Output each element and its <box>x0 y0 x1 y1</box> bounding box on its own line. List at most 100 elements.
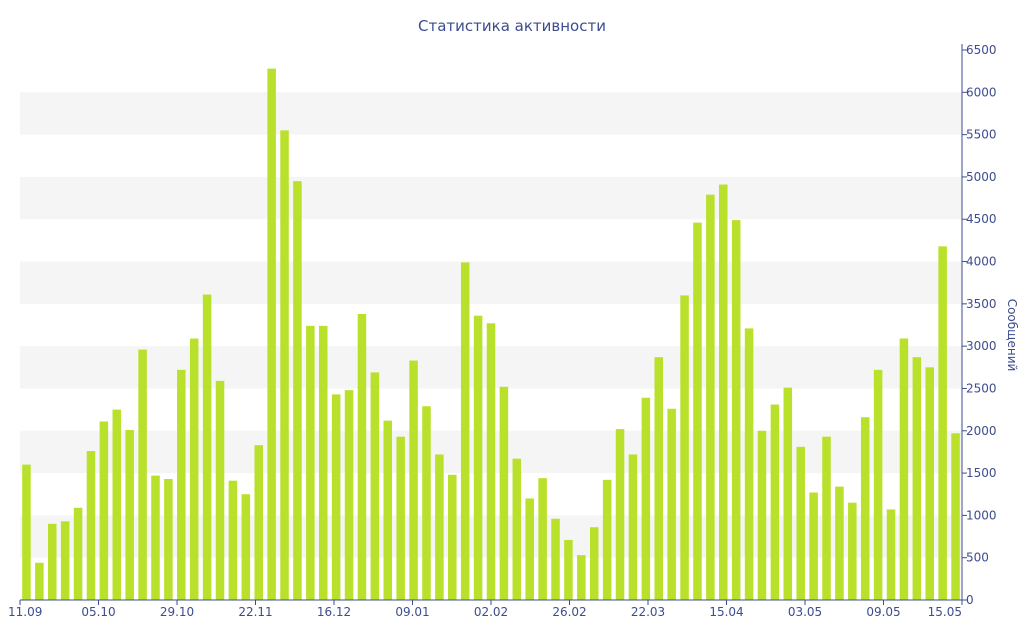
x-tick-label: 03.05 <box>788 605 822 619</box>
bar[interactable] <box>886 509 896 600</box>
bar[interactable] <box>848 502 857 600</box>
bar[interactable] <box>551 518 560 600</box>
chart-title: Статистика активности <box>418 17 606 35</box>
bar[interactable] <box>680 295 689 600</box>
bar[interactable] <box>938 246 947 601</box>
bar[interactable] <box>267 68 276 601</box>
bar[interactable] <box>202 294 212 600</box>
bar[interactable] <box>538 478 547 600</box>
bar[interactable] <box>60 521 70 600</box>
bar[interactable] <box>164 479 173 600</box>
bar[interactable] <box>693 222 702 600</box>
bar[interactable] <box>35 562 44 600</box>
bar[interactable] <box>615 429 625 600</box>
bar[interactable] <box>241 494 251 600</box>
bar[interactable] <box>796 446 805 600</box>
grid-bands <box>20 92 962 558</box>
bar[interactable] <box>602 479 612 600</box>
bar[interactable] <box>654 357 664 600</box>
y-tick-label: 2000 <box>966 424 997 438</box>
bar[interactable] <box>177 369 186 600</box>
y-tick-label: 500 <box>966 551 989 565</box>
bar[interactable] <box>744 328 754 600</box>
bar[interactable] <box>396 436 405 600</box>
bar[interactable] <box>409 360 418 600</box>
x-tick-label: 11.09 <box>8 605 42 619</box>
bar[interactable] <box>460 262 470 600</box>
bar[interactable] <box>422 406 431 600</box>
bar[interactable] <box>254 445 263 600</box>
bar[interactable] <box>383 420 393 600</box>
bar[interactable] <box>344 390 354 600</box>
bar[interactable] <box>151 475 160 600</box>
bar[interactable] <box>499 386 509 600</box>
bar[interactable] <box>473 315 483 600</box>
bar[interactable] <box>138 349 147 600</box>
x-tick-label: 09.05 <box>866 605 900 619</box>
bar[interactable] <box>835 486 844 600</box>
bar[interactable] <box>357 314 367 600</box>
x-tick-label: 22.11 <box>238 605 272 619</box>
bar[interactable] <box>22 464 31 600</box>
bar[interactable] <box>770 404 780 600</box>
bar[interactable] <box>873 369 883 600</box>
grid-band <box>20 261 962 304</box>
x-tick-label: 15.05 <box>928 605 962 619</box>
bar[interactable] <box>112 409 122 600</box>
bar[interactable] <box>564 539 573 600</box>
bar[interactable] <box>577 555 586 600</box>
bar[interactable] <box>189 338 199 600</box>
y-tick-label: 3000 <box>966 339 997 353</box>
y-tick-label: 1500 <box>966 466 997 480</box>
bar[interactable] <box>667 408 676 600</box>
bar[interactable] <box>757 430 767 600</box>
x-tick-label: 02.02 <box>474 605 508 619</box>
bar[interactable] <box>899 338 909 600</box>
bar[interactable] <box>525 498 534 600</box>
bar[interactable] <box>331 394 341 600</box>
x-tick-label: 22.03 <box>631 605 665 619</box>
bars-series <box>22 68 960 601</box>
bar[interactable] <box>860 417 870 600</box>
bar[interactable] <box>306 325 315 600</box>
bar[interactable] <box>215 380 225 600</box>
bar[interactable] <box>783 387 793 600</box>
bar[interactable] <box>512 458 522 600</box>
grid-band <box>20 92 962 135</box>
bar[interactable] <box>641 397 651 600</box>
bar[interactable] <box>706 194 715 600</box>
bar[interactable] <box>125 429 134 600</box>
bar[interactable] <box>73 507 83 600</box>
bar[interactable] <box>448 474 457 600</box>
bar[interactable] <box>951 433 960 600</box>
bar[interactable] <box>731 220 741 601</box>
bar[interactable] <box>86 451 96 600</box>
bar[interactable] <box>719 184 728 601</box>
bar[interactable] <box>912 357 922 600</box>
bar[interactable] <box>99 421 109 600</box>
y-tick-label: 6000 <box>966 85 997 99</box>
bar[interactable] <box>925 367 934 600</box>
bar[interactable] <box>370 372 380 600</box>
x-tick-label: 15.04 <box>709 605 743 619</box>
bar[interactable] <box>628 454 638 600</box>
bar[interactable] <box>589 527 599 600</box>
x-tick-label: 09.01 <box>395 605 429 619</box>
bar[interactable] <box>48 523 57 600</box>
bar[interactable] <box>293 181 302 600</box>
y-tick-label: 1000 <box>966 508 997 522</box>
bar[interactable] <box>486 323 496 600</box>
grid-band <box>20 176 962 220</box>
bar[interactable] <box>822 436 831 600</box>
bar[interactable] <box>809 492 818 600</box>
bar[interactable] <box>435 454 444 600</box>
bar[interactable] <box>318 325 328 600</box>
y-tick-label: 5500 <box>966 128 997 142</box>
y-tick-label: 5000 <box>966 170 997 184</box>
x-tick-label: 05.10 <box>81 605 115 619</box>
y-tick-label: 3500 <box>966 297 997 311</box>
bar[interactable] <box>280 130 289 600</box>
bar[interactable] <box>228 480 238 600</box>
y-axis: 0 500 1000 1500 2000 2500 3000 3500 4000 4500 5000… <box>961 43 997 607</box>
